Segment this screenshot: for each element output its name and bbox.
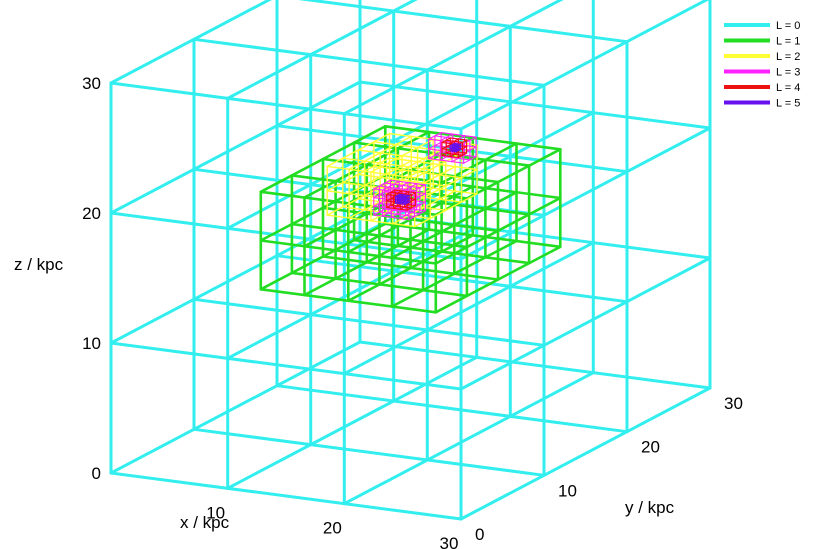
legend-label: L = 1 [776,36,800,48]
legend-label: L = 4 [776,82,800,94]
grid-line [459,126,712,261]
grid-line [342,0,564,116]
grid-line [394,189,416,194]
grid-level-5-block-7 [395,193,410,205]
grid-line [358,80,712,130]
z-tick-label: 20 [82,204,101,223]
grid-line [408,210,426,221]
grid-line [373,179,391,190]
grid-wireframes [109,0,712,521]
x-axis-label: x / kpc [180,513,230,532]
grid-line [386,206,408,211]
y-tick-label: 10 [558,481,577,500]
legend-item: L = 2 [724,51,800,63]
grid-line [109,81,463,131]
grid-line [192,297,546,347]
y-tick-label: 30 [724,394,743,413]
grid-line [226,355,479,490]
grid-line [226,0,418,100]
grid-line [358,340,712,390]
z-tick-label: 10 [82,334,101,353]
grid-line [298,0,629,44]
grid-line [390,191,412,196]
z-axis-label: z / kpc [14,255,64,274]
grid-line [275,384,629,434]
grid-line [342,241,595,376]
grid-level-5-block-8 [449,142,461,153]
y-tick-label: 20 [641,438,660,457]
grid-line [109,340,362,475]
x-tick-label: 10 [206,503,225,522]
grid-line [109,210,362,345]
grid-line [109,341,463,391]
legend-item: L = 3 [724,67,800,79]
x-tick-label: 30 [440,534,459,549]
legend-item: L = 1 [724,36,800,48]
grid-line [428,158,465,164]
tick-labels: 0 10 20 30 10 20 30 0 10 20 30 [82,74,743,549]
legend-label: L = 5 [776,98,800,110]
legend-item: L = 0 [724,20,800,32]
grid-line [109,80,362,215]
grid-line [109,471,463,521]
legend-label: L = 2 [776,51,800,63]
grid-line [109,0,272,85]
grid-line [192,37,546,87]
grid-line [342,371,595,506]
legend-label: L = 3 [776,67,800,79]
legend-item: L = 5 [724,98,800,110]
grid-line [192,427,546,477]
y-axis-label: y / kpc [625,498,675,517]
grid-line [440,132,477,138]
grid-line [459,256,712,391]
y-tick-label: 0 [475,525,484,544]
grid-line [459,386,712,521]
grid-line [459,0,710,131]
z-tick-label: 0 [92,464,101,483]
legend: L = 0 L = 1 L = 2 L = 3 L = 4 L = 5 [724,20,800,110]
z-tick-label: 30 [82,74,101,93]
legend-label: L = 0 [776,20,800,32]
axis-labels: z / kpc x / kpc y / kpc [14,255,675,532]
x-tick-label: 20 [323,519,342,538]
grid-line [390,204,412,209]
legend-item: L = 4 [724,82,800,94]
